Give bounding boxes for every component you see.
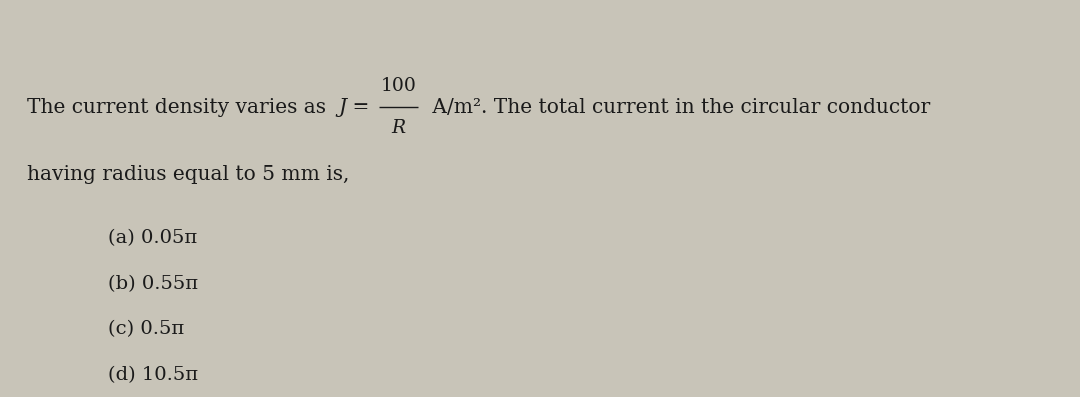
Text: (b) 0.55π: (b) 0.55π bbox=[108, 275, 198, 293]
Text: A/m². The total current in the circular conductor: A/m². The total current in the circular … bbox=[427, 98, 931, 117]
Text: having radius equal to 5 mm is,: having radius equal to 5 mm is, bbox=[27, 165, 349, 184]
Text: J =: J = bbox=[339, 98, 370, 117]
Text: (a) 0.05π: (a) 0.05π bbox=[108, 229, 198, 247]
Text: (d) 10.5π: (d) 10.5π bbox=[108, 366, 198, 384]
Text: (c) 0.5π: (c) 0.5π bbox=[108, 320, 185, 339]
Text: 100: 100 bbox=[380, 77, 416, 95]
Text: R: R bbox=[391, 119, 405, 137]
Text: The current density varies as: The current density varies as bbox=[27, 98, 339, 117]
